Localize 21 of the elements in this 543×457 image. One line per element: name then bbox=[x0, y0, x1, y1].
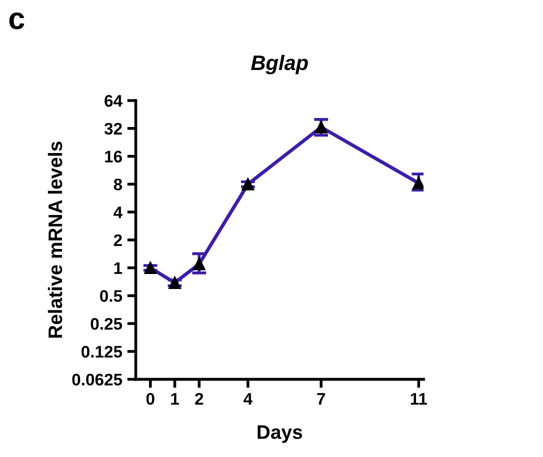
y-tick-label: 64 bbox=[104, 94, 122, 107]
y-tick-label: 2 bbox=[114, 234, 122, 246]
x-axis-title: Days bbox=[258, 425, 302, 443]
text: c bbox=[9, 12, 24, 30]
x-tick-label: 11 bbox=[410, 393, 428, 405]
x-tick-label: 2 bbox=[195, 392, 204, 405]
y-tick-label: 0.5 bbox=[100, 290, 122, 302]
x-tick-label: 4 bbox=[244, 393, 252, 405]
y-tick-label: 0.25 bbox=[90, 318, 122, 330]
x-tick-label: 0 bbox=[146, 392, 154, 405]
y-tick-label: 0.0625 bbox=[72, 374, 122, 386]
y-tick-label: 32 bbox=[104, 122, 122, 135]
y-tick-label: 0.125 bbox=[82, 346, 122, 358]
x-tick-label: 7 bbox=[317, 393, 326, 405]
y-tick-label: 1 bbox=[114, 262, 122, 274]
y-tick-label: 8 bbox=[114, 178, 122, 190]
y-tick-label: 16 bbox=[105, 150, 122, 162]
y-tick-label: 4 bbox=[114, 206, 122, 218]
chart-title: Bglap bbox=[251, 54, 308, 74]
y-axis-title: Relative mRNA levels bbox=[48, 142, 62, 338]
x-tick-label: 1 bbox=[171, 393, 179, 405]
